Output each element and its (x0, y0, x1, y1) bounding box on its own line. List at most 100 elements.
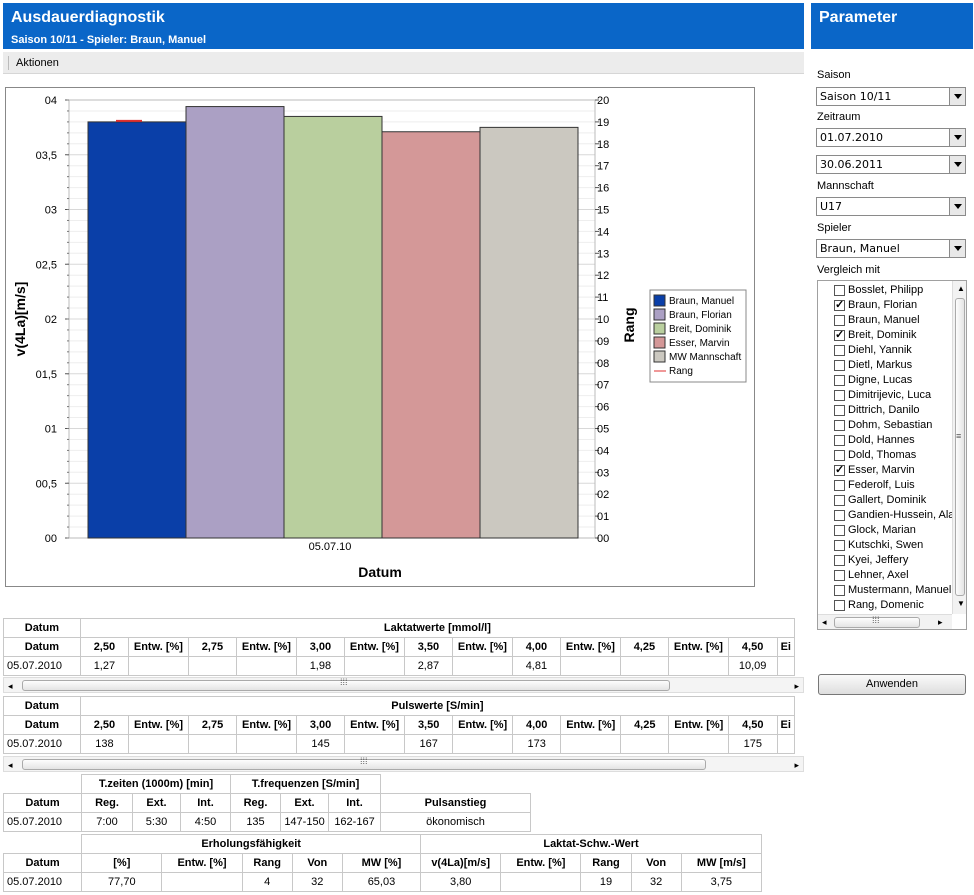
checkbox[interactable] (834, 328, 845, 341)
checkbox[interactable] (834, 390, 845, 401)
scroll-left-icon[interactable]: ◂ (822, 617, 827, 627)
vergleich-item[interactable]: Diehl, Yannik (818, 343, 952, 358)
scroll-right-icon[interactable]: ▸ (794, 760, 799, 770)
chevron-down-icon[interactable] (949, 129, 965, 146)
checkbox[interactable] (834, 375, 845, 386)
column-header: Entw. [%] (668, 637, 729, 657)
scroll-down-icon[interactable]: ▼ (957, 599, 965, 608)
checkbox[interactable] (834, 555, 845, 566)
checkbox[interactable] (834, 315, 845, 326)
checkbox[interactable] (834, 510, 845, 521)
vergleich-item[interactable]: Braun, Manuel (818, 313, 952, 328)
vergleich-item[interactable]: Federolf, Luis (818, 478, 952, 493)
checkbox[interactable] (834, 525, 845, 536)
table-cell (128, 656, 189, 676)
anwenden-button[interactable]: Anwenden (818, 674, 966, 695)
vergleich-item[interactable]: Lehner, Axel (818, 568, 952, 583)
scroll-left-icon[interactable]: ◂ (8, 760, 13, 770)
checkbox[interactable] (834, 285, 845, 296)
table-cell: 5:30 (132, 812, 181, 832)
checkbox[interactable] (834, 450, 845, 461)
parameter-header: Parameter (811, 3, 973, 49)
scroll-thumb[interactable] (834, 617, 920, 628)
date-to-field[interactable]: 30.06.2011 (816, 155, 966, 174)
chevron-down-icon[interactable] (949, 198, 965, 215)
saison-select[interactable]: Saison 10/11 (816, 87, 966, 106)
aktionen-menu[interactable]: Aktionen (16, 57, 59, 69)
scroll-right-icon[interactable]: ▸ (938, 617, 943, 627)
table-cell: 19 (580, 872, 632, 892)
scroll-left-icon[interactable]: ◂ (8, 681, 13, 691)
chevron-down-icon[interactable] (949, 156, 965, 173)
checkbox[interactable] (834, 420, 845, 431)
vergleich-item[interactable]: Dittrich, Danilo (818, 403, 952, 418)
table-cell: 10,09 (727, 656, 778, 676)
chevron-down-icon[interactable] (949, 240, 965, 257)
checkbox[interactable] (834, 435, 845, 446)
checkbox[interactable] (834, 540, 845, 551)
grip-icon: ⁞⁞⁞ (360, 756, 368, 766)
vergleich-item[interactable]: Dohm, Sebastian (818, 418, 952, 433)
column-header: Datum (2, 853, 83, 873)
vergleich-item[interactable]: Gallert, Dominik (818, 493, 952, 508)
scroll-thumb[interactable] (22, 680, 670, 691)
checkbox[interactable] (834, 360, 845, 371)
vergleich-item[interactable]: Digne, Lucas (818, 373, 952, 388)
vergleich-list[interactable]: Bosslet, Philipp Braun, Florian Braun, Man… (817, 280, 967, 630)
checkbox[interactable] (834, 600, 845, 611)
table-cell (776, 734, 796, 754)
vergleich-item[interactable]: Bosslet, Philipp (818, 283, 952, 298)
chevron-down-icon[interactable] (949, 88, 965, 105)
vergleich-vscroll[interactable]: ▲ ≡ ▼ (952, 281, 966, 614)
puls-hscroll[interactable]: ◂ ⁞⁞⁞ ▸ (3, 756, 804, 772)
legend-swatch (653, 322, 666, 335)
table-cell: 05.07.2010 (3, 734, 81, 754)
vergleich-item[interactable]: Kutschki, Swen (818, 538, 952, 553)
vergleich-item-label: Federolf, Luis (848, 479, 915, 491)
scroll-thumb[interactable] (22, 759, 706, 770)
laktat-hscroll[interactable]: ◂ ⁞⁞⁞ ▸ (3, 677, 804, 693)
column-header: Ext. (280, 793, 329, 813)
checkbox[interactable] (834, 298, 845, 311)
vergleich-item[interactable]: Glock, Marian (818, 523, 952, 538)
vergleich-item[interactable]: Mustermann, Manuel (818, 583, 952, 598)
date-from-field[interactable]: 01.07.2010 (816, 128, 966, 147)
table-cell (344, 734, 405, 754)
vergleich-item[interactable]: Breit, Dominik (818, 328, 952, 343)
checkbox[interactable] (834, 570, 845, 581)
vergleich-item[interactable]: Dold, Thomas (818, 448, 952, 463)
table-cell: 05.07.2010 (2, 872, 83, 892)
vergleich-item[interactable]: Kyei, Jeffery (818, 553, 952, 568)
vergleich-item[interactable]: Rang, Domenic (818, 598, 952, 613)
scroll-thumb[interactable] (955, 298, 965, 596)
spieler-select[interactable]: Braun, Manuel (816, 239, 966, 258)
checkbox[interactable] (834, 480, 845, 491)
checkbox[interactable] (834, 345, 845, 356)
vergleich-item[interactable]: Braun, Florian (818, 298, 952, 313)
vergleich-item[interactable]: Gandien-Hussein, Ala (818, 508, 952, 523)
vergleich-item[interactable]: Dietl, Markus (818, 358, 952, 373)
column-header: Datum (3, 618, 81, 638)
table-cell: 138 (79, 734, 130, 754)
vergleich-label: Vergleich mit (817, 264, 880, 276)
table-cell (3, 834, 83, 854)
vergleich-item[interactable]: Dold, Hannes (818, 433, 952, 448)
vergleich-item[interactable]: Esser, Marvin (818, 463, 952, 478)
y2-tick-label: 10 (597, 314, 609, 326)
scroll-up-icon[interactable]: ▲ (957, 284, 965, 293)
y-tick-label: 03,5 (36, 150, 57, 162)
table-cell: 7:00 (81, 812, 133, 832)
grip-icon: ⁞⁞⁞ (872, 615, 880, 625)
vergleich-item[interactable]: Dimitrijevic, Luca (818, 388, 952, 403)
table-cell: 145 (295, 734, 346, 754)
checkbox[interactable] (834, 585, 845, 596)
checkbox[interactable] (834, 463, 845, 476)
table-header-row: Datum [%] Entw. [%] Rang Von MW [%] v(4La)[m/s… (2, 853, 763, 873)
checkbox[interactable] (834, 405, 845, 416)
checkbox[interactable] (834, 495, 845, 506)
scroll-right-icon[interactable]: ▸ (794, 681, 799, 691)
mannschaft-select[interactable]: U17 (816, 197, 966, 216)
column-header: [%] (81, 853, 163, 873)
mannschaft-label: Mannschaft (817, 180, 874, 192)
vergleich-hscroll[interactable]: ◂ ⁞⁞⁞ ▸ (818, 614, 952, 629)
